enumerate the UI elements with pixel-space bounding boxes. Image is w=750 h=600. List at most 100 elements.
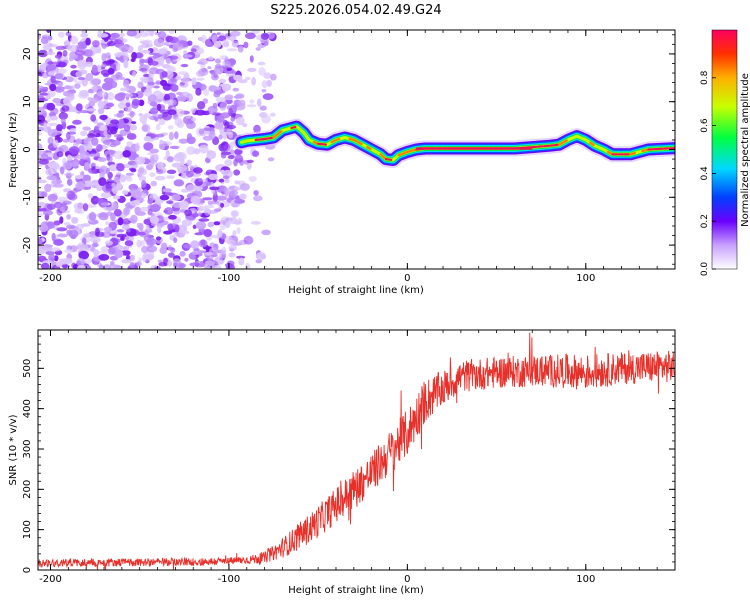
noise-blob — [132, 200, 141, 204]
noise-blob — [207, 66, 212, 70]
noise-blob — [63, 40, 71, 47]
y-tick-label: -10 — [22, 189, 33, 205]
noise-blob — [220, 152, 227, 159]
noise-blob — [212, 193, 219, 203]
noise-blob — [140, 32, 149, 38]
noise-blob — [54, 201, 62, 209]
noise-blob — [77, 41, 85, 47]
noise-blob — [222, 175, 230, 180]
noise-blob — [70, 64, 77, 69]
noise-blob — [122, 190, 129, 195]
noise-blob — [191, 77, 197, 85]
noise-blob — [126, 30, 137, 37]
noise-blob — [45, 168, 55, 176]
noise-blob — [38, 98, 49, 102]
noise-blob — [64, 248, 74, 254]
noise-blob — [87, 193, 94, 199]
noise-blob — [263, 72, 272, 79]
noise-blob — [190, 48, 197, 53]
noise-blob — [169, 145, 180, 150]
x-tick-label: 100 — [576, 273, 595, 284]
ridge-peak — [384, 158, 393, 161]
noise-blob — [149, 115, 158, 121]
noise-blob — [228, 107, 233, 117]
ridge-peak — [641, 148, 648, 153]
noise-blob — [217, 229, 223, 238]
noise-blob — [252, 195, 263, 202]
noise-blob — [168, 214, 177, 220]
noise-blob — [179, 200, 189, 210]
y-tick-label: 400 — [22, 399, 33, 418]
noise-blob — [90, 114, 97, 122]
y-tick-label: 0 — [22, 146, 33, 152]
noise-blob — [107, 59, 115, 64]
noise-blob — [232, 230, 237, 237]
noise-blob — [216, 195, 227, 201]
noise-blob — [176, 108, 185, 117]
noise-blob — [136, 260, 142, 267]
noise-blob — [240, 183, 250, 191]
noise-blob — [218, 178, 225, 183]
noise-blob — [143, 39, 153, 46]
noise-blob — [40, 248, 45, 254]
colorbar-tick-label: 0.4 — [700, 166, 710, 181]
x-tick-label: -200 — [39, 273, 62, 284]
noise-blob — [181, 77, 191, 84]
noise-blob — [158, 48, 167, 55]
noise-blob — [47, 71, 55, 76]
noise-blob — [38, 212, 43, 217]
noise-blob — [229, 142, 234, 151]
colorbar-tick-label: 0.2 — [700, 214, 710, 228]
noise-blob — [212, 102, 218, 109]
noise-blob — [198, 58, 208, 65]
snr-marks — [38, 332, 675, 570]
spectrogram-ylabel: Frequency (Hz) — [8, 112, 19, 188]
noise-blob — [119, 174, 127, 183]
noise-blob — [105, 167, 110, 175]
spectrogram-marks — [38, 30, 675, 269]
noise-blob — [244, 262, 251, 269]
noise-blob — [147, 208, 153, 216]
noise-blob — [43, 122, 48, 131]
y-tick-label: 200 — [22, 480, 33, 499]
noise-blob — [184, 257, 189, 262]
noise-blob — [135, 211, 146, 216]
snr-series-line — [38, 332, 675, 570]
noise-blob — [151, 205, 161, 211]
noise-blob — [110, 119, 120, 125]
noise-blob — [248, 176, 257, 182]
noise-blob — [219, 55, 229, 60]
noise-blob — [226, 48, 238, 52]
noise-blob — [131, 51, 138, 61]
ridge-peak — [276, 130, 283, 136]
noise-blob — [137, 81, 144, 89]
noise-blob — [80, 32, 89, 38]
noise-blob — [39, 88, 48, 93]
noise-blob — [158, 117, 166, 126]
noise-blob — [129, 254, 135, 262]
noise-blob — [186, 170, 194, 178]
noise-blob — [41, 62, 47, 69]
noise-blob — [67, 193, 78, 201]
snr-plot: -200 -100 0 100 0 100 200 300 400 500 Height of s… — [8, 329, 676, 596]
noise-blob — [115, 62, 121, 71]
noise-blob — [216, 115, 225, 123]
noise-blob — [61, 210, 71, 214]
noise-blob — [53, 239, 64, 246]
noise-blob — [42, 44, 51, 51]
noise-blob — [135, 142, 141, 152]
noise-blob — [166, 156, 174, 163]
noise-blob — [45, 95, 51, 100]
noise-blob — [68, 229, 79, 239]
noise-blob — [59, 216, 64, 224]
noise-blob — [149, 172, 156, 178]
noise-blob — [224, 178, 230, 184]
ridge-peak — [352, 138, 359, 143]
noise-blob — [172, 47, 178, 52]
noise-blob — [123, 124, 131, 132]
x-tick-label: -100 — [218, 574, 241, 585]
noise-blob — [176, 120, 185, 129]
noise-blob — [266, 79, 273, 88]
noise-blob — [125, 102, 131, 108]
